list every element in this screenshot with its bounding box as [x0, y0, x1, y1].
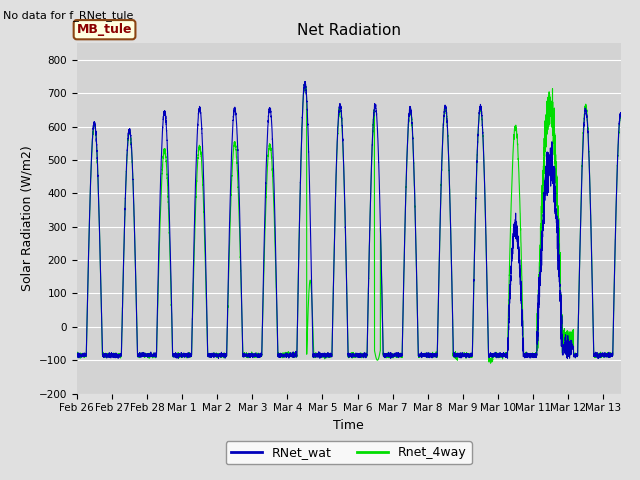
Title: Net Radiation: Net Radiation — [297, 23, 401, 38]
RNet_wat — [268, 121, 275, 127]
Rnet_4way — [292, 352, 300, 358]
Text: MB_tule: MB_tule — [77, 23, 132, 36]
Rnet_4way — [301, 79, 308, 85]
RNet_wat — [301, 79, 308, 84]
Rnet_4way — [495, 353, 502, 359]
Rnet_4way — [261, 236, 269, 242]
Rnet_4way — [302, 87, 310, 93]
Legend: RNet_wat, Rnet_4way: RNet_wat, Rnet_4way — [226, 442, 472, 465]
RNet_wat — [261, 218, 269, 224]
RNet_wat — [302, 90, 310, 96]
Line: Rnet_4way: Rnet_4way — [77, 82, 621, 363]
RNet_wat — [564, 356, 572, 361]
Y-axis label: Solar Radiation (W/m2): Solar Radiation (W/m2) — [20, 145, 33, 291]
RNet_wat — [292, 353, 300, 359]
RNet_wat — [617, 110, 625, 116]
Rnet_4way — [617, 113, 625, 119]
RNet_wat — [73, 350, 81, 356]
Rnet_4way — [268, 155, 275, 160]
Rnet_4way — [487, 360, 495, 366]
RNet_wat — [547, 159, 554, 165]
X-axis label: Time: Time — [333, 419, 364, 432]
Rnet_4way — [547, 110, 554, 116]
RNet_wat — [495, 353, 502, 359]
Line: RNet_wat: RNet_wat — [77, 82, 621, 359]
Text: No data for f_RNet_tule: No data for f_RNet_tule — [3, 10, 134, 21]
Rnet_4way — [73, 353, 81, 359]
